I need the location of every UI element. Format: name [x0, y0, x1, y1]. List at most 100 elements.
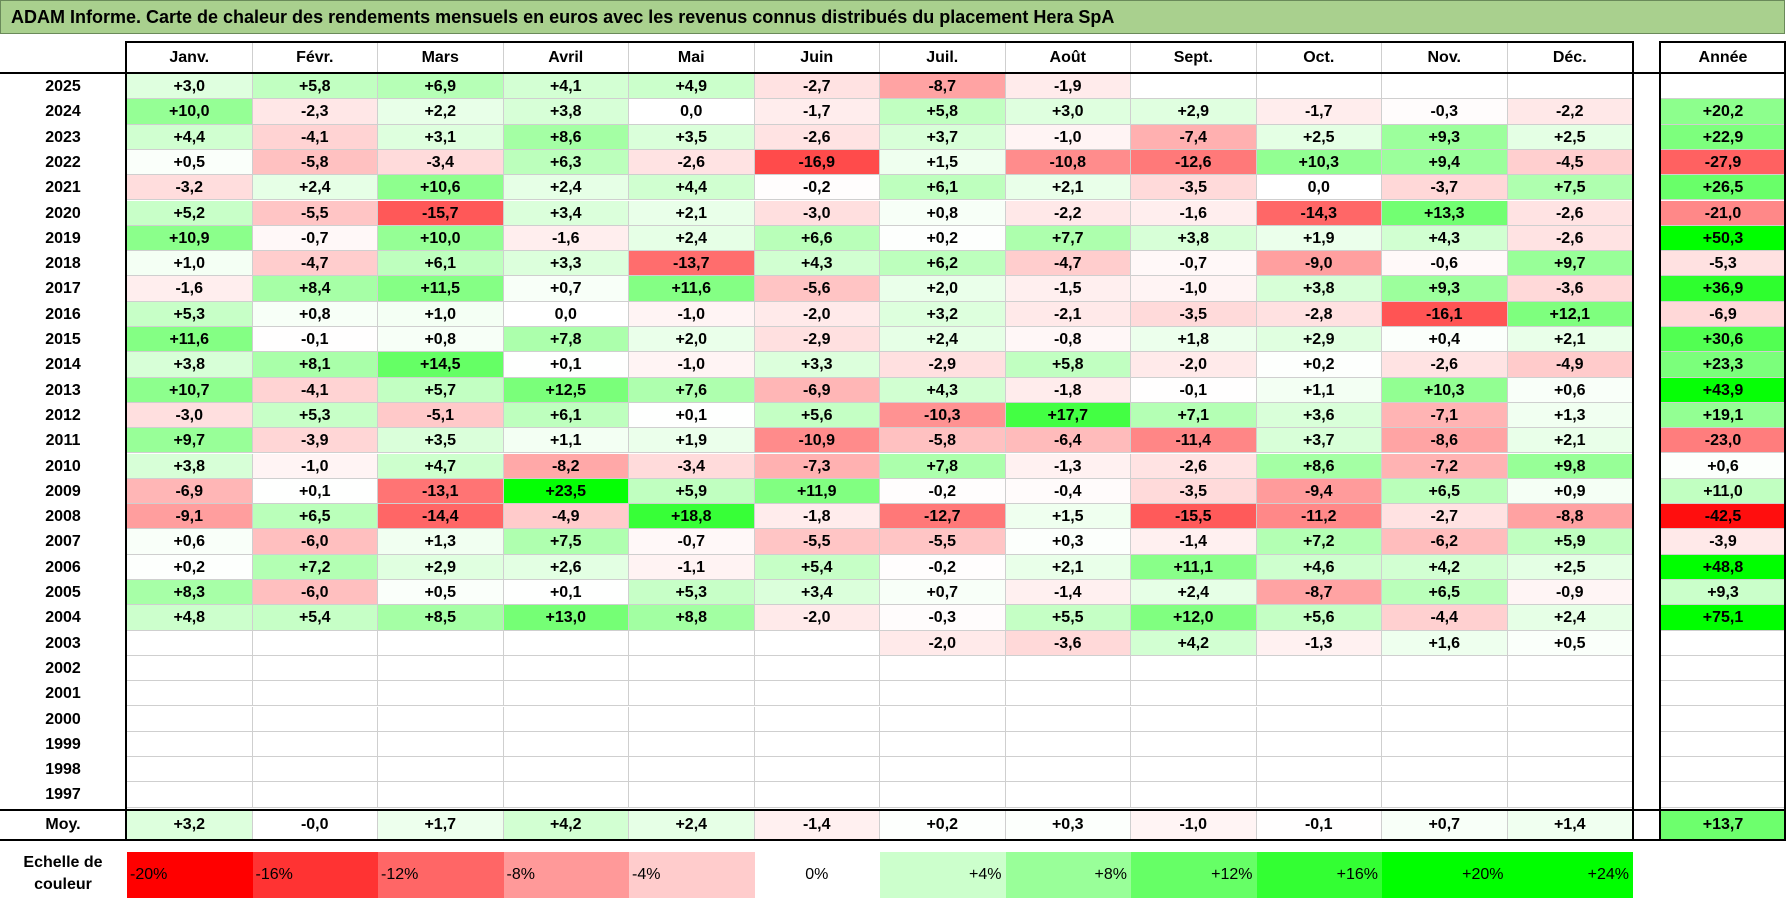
- heatmap-cell: +4,4: [629, 175, 755, 201]
- heatmap-cell: +2,9: [1131, 99, 1257, 125]
- heatmap-cell: +2,5: [1256, 124, 1382, 150]
- annual-cell: -23,0: [1661, 428, 1785, 454]
- annual-cell: -42,5: [1661, 504, 1785, 530]
- heatmap-cell: -10,8: [1005, 149, 1131, 176]
- average-cell: +3,2: [127, 811, 253, 839]
- heatmap-cell: [1507, 655, 1633, 682]
- heatmap-cell: -7,1: [1382, 402, 1508, 429]
- heatmap-cell: +6,3: [503, 149, 629, 176]
- heatmap-cell: -8,6: [1382, 428, 1508, 454]
- heatmap-cell: -0,3: [1382, 99, 1508, 125]
- heatmap-cell: -1,1: [629, 554, 755, 580]
- heatmap-cell: -7,2: [1382, 453, 1508, 479]
- heatmap-cell: -9,1: [127, 504, 253, 530]
- heatmap-cell: -4,5: [1507, 149, 1633, 176]
- heatmap-cell: +1,3: [378, 529, 504, 555]
- heatmap-cell: -1,5: [1005, 276, 1131, 302]
- heatmap-cell: -1,3: [1005, 453, 1131, 479]
- heatmap-cell: +3,4: [503, 200, 629, 226]
- heatmap-cell: [127, 681, 253, 707]
- heatmap-cell: -3,5: [1131, 478, 1257, 505]
- heatmap-cell: +2,2: [378, 99, 504, 125]
- heatmap-cell: +8,1: [252, 352, 378, 378]
- heatmap-cell: -1,3: [1256, 630, 1382, 656]
- heatmap-cell: +2,1: [1005, 554, 1131, 580]
- heatmap-cell: +5,6: [754, 402, 880, 429]
- heatmap-cell: -6,0: [252, 580, 378, 606]
- heatmap-cell: [629, 782, 755, 808]
- heatmap-cell: +0,8: [880, 200, 1006, 226]
- heatmap-cell: +11,9: [754, 478, 880, 505]
- heatmap-cell: [1382, 74, 1508, 100]
- heatmap-cell: [1131, 655, 1257, 682]
- heatmap-cell: +0,2: [880, 225, 1006, 252]
- heatmap-cell: [629, 655, 755, 682]
- heatmap-cell: [127, 757, 253, 783]
- heatmap-cell: -1,4: [1005, 580, 1131, 606]
- heatmap-cell: +2,9: [1256, 327, 1382, 353]
- heatmap-cell: -0,2: [754, 175, 880, 201]
- heatmap-cell: -5,8: [880, 428, 1006, 454]
- heatmap-cell: [880, 757, 1006, 783]
- color-scale-label: Echelle de couleur: [0, 852, 126, 898]
- heatmap-cell: -0,2: [880, 478, 1006, 505]
- heatmap-cell: +3,8: [127, 453, 253, 479]
- year-label: 2013: [45, 381, 81, 399]
- heatmap-cell: [1382, 782, 1508, 808]
- year-label: 2014: [45, 356, 81, 374]
- heatmap-cell: +5,8: [1005, 352, 1131, 378]
- year-label: 2016: [45, 305, 81, 323]
- heatmap-cell: +2,0: [880, 276, 1006, 302]
- heatmap-cell: +1,0: [378, 301, 504, 327]
- heatmap-cell: -2,6: [1507, 200, 1633, 226]
- heatmap-cell: +4,6: [1256, 554, 1382, 580]
- month-header: Nov.: [1382, 42, 1508, 73]
- annual-cell: +36,9: [1661, 276, 1785, 302]
- heatmap-cell: -10,3: [880, 402, 1006, 429]
- heatmap-cell: -9,4: [1256, 478, 1382, 505]
- year-label: 2000: [45, 710, 81, 728]
- heatmap-cell: +13,0: [503, 605, 629, 631]
- heatmap-cell: +6,1: [378, 251, 504, 277]
- heatmap-cell: -16,9: [754, 149, 880, 176]
- heatmap-cell: +1,5: [1005, 504, 1131, 530]
- heatmap-cell: [1507, 782, 1633, 808]
- heatmap-cell: +1,6: [1382, 630, 1508, 656]
- heatmap-cell: [127, 782, 253, 808]
- annual-cell: [1661, 630, 1785, 656]
- heatmap-cell: -2,6: [1382, 352, 1508, 378]
- heatmap-cell: -2,0: [754, 605, 880, 631]
- heatmap-cell: +3,8: [127, 352, 253, 378]
- heatmap-cell: +1,1: [1256, 377, 1382, 403]
- heatmap-cell: 0,0: [503, 301, 629, 327]
- heatmap-cell: +0,2: [127, 554, 253, 580]
- heatmap-cell: [127, 706, 253, 732]
- color-scale-stop: +12%: [1131, 852, 1257, 898]
- heatmap-cell: +2,4: [880, 327, 1006, 353]
- year-label: 2006: [45, 558, 81, 576]
- heatmap-cell: [252, 706, 378, 732]
- heatmap-cell: +5,4: [252, 605, 378, 631]
- average-cell: +1,7: [378, 811, 504, 839]
- heatmap-cell: -1,0: [629, 352, 755, 378]
- heatmap-cell: -1,6: [127, 276, 253, 302]
- heatmap-cell: [1256, 706, 1382, 732]
- heatmap-cell: -14,4: [378, 504, 504, 530]
- heatmap-cell: +14,5: [378, 352, 504, 378]
- color-scale-stop: -16%: [252, 852, 378, 898]
- annual-cell: +26,5: [1661, 175, 1785, 201]
- year-label: 2011: [45, 432, 81, 450]
- heatmap-cell: [1131, 681, 1257, 707]
- color-scale-stop: +4%: [880, 852, 1006, 898]
- heatmap-cell: [503, 681, 629, 707]
- heatmap-cell: -11,4: [1131, 428, 1257, 454]
- annual-cell: +43,9: [1661, 377, 1785, 403]
- heatmap-cell: [880, 655, 1006, 682]
- heatmap-cell: -4,4: [1382, 605, 1508, 631]
- heatmap-cell: +8,3: [127, 580, 253, 606]
- heatmap-cell: +7,5: [503, 529, 629, 555]
- heatmap-cell: +9,3: [1382, 276, 1508, 302]
- heatmap-cell: +1,5: [880, 149, 1006, 176]
- heatmap-cell: [252, 655, 378, 682]
